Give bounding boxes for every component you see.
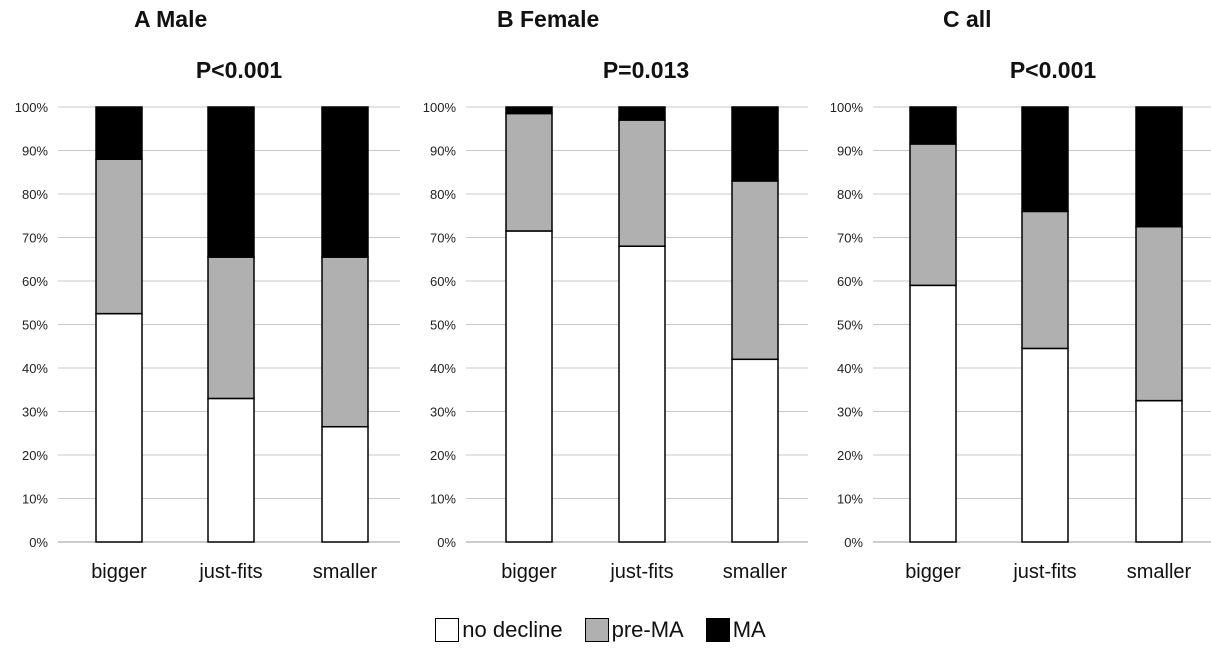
- y-tick-label: 20%: [430, 448, 456, 463]
- y-tick-label: 80%: [430, 187, 456, 202]
- x-tick-label: smaller: [1127, 561, 1192, 583]
- bar-segment-ma-smaller: [1135, 106, 1183, 228]
- y-tick-label: 100%: [423, 100, 457, 115]
- bar-segment-no-decline-bigger: [505, 230, 553, 543]
- y-tick-label: 40%: [430, 361, 456, 376]
- bar-segment-no-decline-smaller: [1135, 399, 1183, 543]
- y-tick-label: 0%: [437, 535, 456, 550]
- y-tick-label: 50%: [22, 318, 48, 333]
- bar-segment-pre-ma-just-fits: [1021, 210, 1069, 350]
- y-tick-label: 100%: [830, 100, 864, 115]
- x-tick-label: smaller: [723, 561, 788, 583]
- legend-item-pre-ma: pre-MA: [584, 617, 694, 643]
- y-tick-label: 20%: [22, 448, 48, 463]
- legend-item-ma: MA: [705, 617, 776, 643]
- bar-segment-ma-just-fits: [618, 106, 666, 121]
- legend-label-pre-ma: pre-MA: [611, 617, 684, 642]
- y-tick-label: 20%: [837, 448, 863, 463]
- bar-segment-ma-just-fits: [207, 106, 255, 258]
- y-tick-label: 10%: [22, 492, 48, 507]
- bar-segment-pre-ma-bigger: [909, 143, 957, 287]
- y-tick-label: 40%: [22, 361, 48, 376]
- x-tick-label: bigger: [905, 561, 961, 583]
- legend-swatch-no-decline: [435, 618, 460, 642]
- legend-swatch-pre-ma: [584, 618, 609, 642]
- bar-segment-no-decline-smaller: [731, 358, 779, 543]
- bar-segment-no-decline-bigger: [909, 284, 957, 543]
- legend-label-no-decline: no decline: [462, 617, 563, 642]
- bar-segment-ma-bigger: [505, 106, 553, 115]
- y-tick-label: 60%: [430, 274, 456, 289]
- y-tick-label: 70%: [430, 231, 456, 246]
- y-tick-label: 60%: [22, 274, 48, 289]
- y-tick-label: 80%: [22, 187, 48, 202]
- y-tick-label: 0%: [844, 535, 863, 550]
- y-tick-label: 0%: [29, 535, 48, 550]
- bar-segment-pre-ma-smaller: [731, 180, 779, 361]
- bar-segment-pre-ma-just-fits: [618, 119, 666, 247]
- y-tick-label: 50%: [837, 318, 863, 333]
- figure: A Male P<0.001 0% 10% 20% 30% 40% 50% 60% 70% 80% 9…: [15, 6, 1211, 583]
- bar-segment-ma-just-fits: [1021, 106, 1069, 213]
- x-tick-label: just-fits: [198, 561, 262, 583]
- bar-segment-ma-bigger: [95, 106, 143, 160]
- bar-segment-no-decline-just-fits: [207, 397, 255, 543]
- x-tick-label: just-fits: [1012, 561, 1076, 583]
- p-value-title: P=0.013: [603, 57, 689, 83]
- bar-segment-ma-bigger: [909, 106, 957, 145]
- x-tick-label: bigger: [91, 561, 147, 583]
- bar-segment-ma-smaller: [731, 106, 779, 182]
- y-tick-label: 100%: [15, 100, 49, 115]
- panel-label: B Female: [497, 6, 599, 32]
- legend-label-ma: MA: [732, 617, 766, 642]
- bar-segment-no-decline-just-fits: [1021, 347, 1069, 543]
- panel-a-male: A Male P<0.001 0% 10% 20% 30% 40% 50% 60% 70% 80% 9…: [15, 6, 400, 583]
- y-tick-label: 10%: [837, 492, 863, 507]
- panel-label: A Male: [134, 6, 207, 32]
- x-tick-label: just-fits: [609, 561, 673, 583]
- y-tick-label: 70%: [22, 231, 48, 246]
- bar-segment-no-decline-smaller: [321, 425, 369, 543]
- x-tick-label: smaller: [313, 561, 378, 583]
- y-tick-label: 90%: [430, 144, 456, 159]
- bar-segment-no-decline-bigger: [95, 312, 143, 543]
- y-tick-label: 90%: [22, 144, 48, 159]
- y-tick-label: 70%: [837, 231, 863, 246]
- legend-swatch-ma: [705, 618, 730, 642]
- y-tick-label: 90%: [837, 144, 863, 159]
- p-value-title: P<0.001: [1010, 57, 1097, 83]
- bar-segment-pre-ma-smaller: [321, 256, 369, 428]
- bar-segment-pre-ma-smaller: [1135, 225, 1183, 402]
- y-tick-label: 80%: [837, 187, 863, 202]
- y-tick-label: 10%: [430, 492, 456, 507]
- bar-segment-pre-ma-bigger: [95, 158, 143, 315]
- y-tick-label: 40%: [837, 361, 863, 376]
- bar-segment-pre-ma-bigger: [505, 112, 553, 232]
- panel-c-all: C all P<0.001 0% 10% 20% 30% 40% 50% 60% 70% 80% 90…: [830, 6, 1211, 583]
- panel-label: C all: [943, 6, 992, 32]
- x-tick-label: bigger: [501, 561, 557, 583]
- bar-segment-pre-ma-just-fits: [207, 256, 255, 400]
- p-value-title: P<0.001: [196, 57, 283, 83]
- y-tick-label: 30%: [22, 405, 48, 420]
- bar-segment-ma-smaller: [321, 106, 369, 258]
- legend-item-no-decline: no decline: [435, 617, 572, 643]
- y-tick-label: 60%: [837, 274, 863, 289]
- y-tick-label: 30%: [430, 405, 456, 420]
- bar-segment-no-decline-just-fits: [618, 245, 666, 543]
- y-tick-label: 30%: [837, 405, 863, 420]
- y-tick-label: 50%: [430, 318, 456, 333]
- legend: no decline pre-MA MA: [0, 617, 1211, 643]
